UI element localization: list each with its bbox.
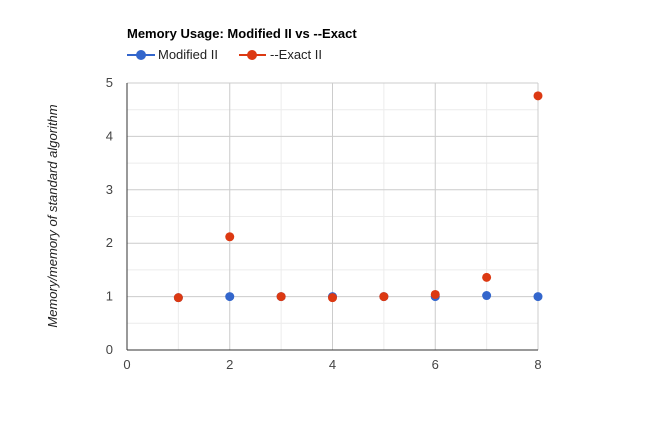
data-point-series-1 — [533, 292, 543, 302]
legend: Modified II --Exact II — [127, 47, 322, 62]
data-point-series-2 — [276, 292, 286, 302]
legend-item-modified-ii[interactable]: Modified II — [127, 47, 218, 62]
y-axis-label: Memory/memory of standard algorithm — [45, 104, 60, 327]
legend-label-modified-ii: Modified II — [158, 47, 218, 62]
data-point-series-2 — [328, 293, 337, 303]
y-tick-label: 1 — [106, 289, 113, 304]
x-tick-label: 0 — [123, 357, 130, 372]
y-tick-label: 5 — [106, 75, 113, 90]
legend-marker-exact-ii — [247, 50, 257, 60]
y-tick-label: 4 — [106, 128, 113, 143]
plot-area: 0 2 4 6 8 0 1 2 3 4 5 — [106, 75, 543, 372]
data-point-series-2 — [173, 293, 183, 303]
data-point-series-1 — [225, 292, 235, 302]
data-point-series-2 — [430, 289, 440, 299]
chart-title: Memory Usage: Modified II vs --Exact — [127, 26, 357, 41]
x-tick-label: 6 — [432, 357, 439, 372]
legend-marker-modified-ii — [136, 50, 146, 60]
y-tick-label: 0 — [106, 342, 113, 357]
legend-label-exact-ii: --Exact II — [270, 47, 322, 62]
x-tick-label: 4 — [329, 357, 336, 372]
y-tick-label: 3 — [106, 182, 113, 197]
x-tick-label: 8 — [534, 357, 541, 372]
y-tick-label: 2 — [106, 235, 113, 250]
x-tick-label: 2 — [226, 357, 233, 372]
data-point-series-2 — [379, 292, 389, 302]
data-point-series-1 — [482, 291, 492, 301]
data-point-series-2 — [225, 232, 235, 242]
data-point-series-2 — [533, 91, 543, 101]
data-point-series-2 — [482, 272, 492, 282]
legend-item-exact-ii[interactable]: --Exact II — [239, 47, 322, 62]
